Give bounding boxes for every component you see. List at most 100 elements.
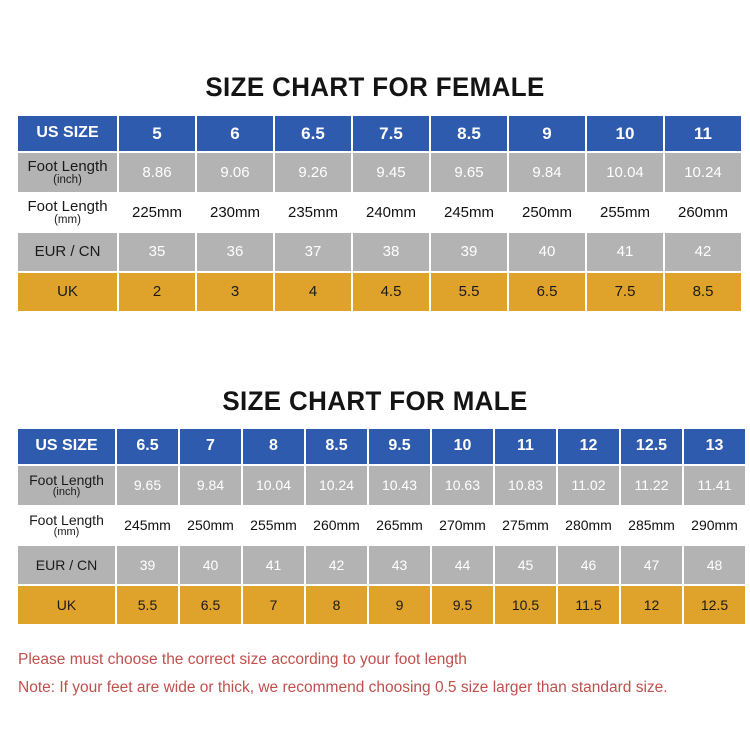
female-uk-cell: 6.5 (509, 273, 585, 311)
male-uk-cell: 9 (369, 586, 430, 624)
female-uk-cell: 4 (275, 273, 351, 311)
female-eur-cell: 37 (275, 233, 351, 271)
male-row-us-size: US SIZE 6.5 7 8 8.5 9.5 10 11 12 12.5 13 (18, 429, 745, 464)
male-row-eur-cn: EUR / CN 39 40 41 42 43 44 45 46 47 48 (18, 546, 745, 584)
male-us-size-cell: 12 (558, 429, 619, 464)
female-us-size-cell: 6 (197, 116, 273, 151)
female-inch-cell: 9.65 (431, 153, 507, 192)
female-eur-cell: 40 (509, 233, 585, 271)
male-label-foot-length-inch: Foot Length (inch) (18, 466, 115, 505)
male-label-inch-sub: (inch) (52, 485, 81, 498)
female-uk-cell: 8.5 (665, 273, 741, 311)
male-inch-cell: 11.41 (684, 466, 745, 505)
female-label-eur-cn: EUR / CN (18, 233, 117, 271)
female-mm-cell: 230mm (197, 194, 273, 231)
male-label-eur-cn: EUR / CN (18, 546, 115, 584)
female-eur-cell: 42 (665, 233, 741, 271)
female-uk-cell: 3 (197, 273, 273, 311)
female-us-size-cell: 5 (119, 116, 195, 151)
male-inch-cell: 10.04 (243, 466, 304, 505)
male-eur-cell: 44 (432, 546, 493, 584)
male-mm-cell: 285mm (621, 507, 682, 544)
male-mm-cell: 270mm (432, 507, 493, 544)
female-uk-cell: 2 (119, 273, 195, 311)
male-mm-cell: 265mm (369, 507, 430, 544)
male-uk-cell: 12 (621, 586, 682, 624)
female-eur-cell: 39 (431, 233, 507, 271)
male-label-inch-main: Foot Length (29, 471, 104, 488)
female-label-foot-length-mm: Foot Length (mm) (18, 194, 117, 231)
female-eur-cell: 36 (197, 233, 273, 271)
female-inch-cell: 9.06 (197, 153, 273, 192)
male-row-foot-length-inch: Foot Length (inch) 9.65 9.84 10.04 10.24 … (18, 466, 745, 505)
male-inch-cell: 11.02 (558, 466, 619, 505)
male-us-size-cell: 10 (432, 429, 493, 464)
male-row-foot-length-mm: Foot Length (mm) 245mm 250mm 255mm 260mm … (18, 507, 745, 544)
male-inch-cell: 9.84 (180, 466, 241, 505)
male-label-uk: UK (18, 586, 115, 624)
female-label-mm-main: Foot Length (27, 198, 108, 216)
note-line-wide-feet: Note: If your feet are wide or thick, we… (18, 679, 668, 696)
male-label-mm-main: Foot Length (29, 511, 104, 528)
male-mm-cell: 250mm (180, 507, 241, 544)
female-us-size-cell: 11 (665, 116, 741, 151)
male-size-table: US SIZE 6.5 7 8 8.5 9.5 10 11 12 12.5 13… (16, 427, 747, 626)
female-mm-cell: 240mm (353, 194, 429, 231)
female-mm-cell: 235mm (275, 194, 351, 231)
male-eur-cell: 46 (558, 546, 619, 584)
female-eur-cell: 41 (587, 233, 663, 271)
male-us-size-cell: 8.5 (306, 429, 367, 464)
male-eur-cell: 47 (621, 546, 682, 584)
female-eur-cell: 35 (119, 233, 195, 271)
male-us-size-cell: 12.5 (621, 429, 682, 464)
female-inch-cell: 10.24 (665, 153, 741, 192)
female-mm-cell: 260mm (665, 194, 741, 231)
female-size-table: US SIZE 5 6 6.5 7.5 8.5 9 10 11 Foot Len… (16, 114, 743, 313)
male-uk-cell: 5.5 (117, 586, 178, 624)
female-row-us-size: US SIZE 5 6 6.5 7.5 8.5 9 10 11 (18, 116, 741, 151)
male-uk-cell: 12.5 (684, 586, 745, 624)
male-mm-cell: 290mm (684, 507, 745, 544)
male-eur-cell: 45 (495, 546, 556, 584)
female-us-size-cell: 10 (587, 116, 663, 151)
female-inch-cell: 9.26 (275, 153, 351, 192)
female-row-foot-length-mm: Foot Length (mm) 225mm 230mm 235mm 240mm … (18, 194, 741, 231)
female-uk-cell: 4.5 (353, 273, 429, 311)
female-label-inch-sub: (inch) (53, 173, 82, 186)
female-inch-cell: 9.45 (353, 153, 429, 192)
male-uk-cell: 11.5 (558, 586, 619, 624)
note-line-choose-correct-size: Please must choose the correct size acco… (18, 651, 467, 668)
male-mm-cell: 275mm (495, 507, 556, 544)
male-uk-cell: 9.5 (432, 586, 493, 624)
male-us-size-cell: 6.5 (117, 429, 178, 464)
female-row-foot-length-inch: Foot Length (inch) 8.86 9.06 9.26 9.45 9.… (18, 153, 741, 192)
male-label-mm-sub: (mm) (53, 525, 80, 538)
female-inch-cell: 9.84 (509, 153, 585, 192)
male-uk-cell: 8 (306, 586, 367, 624)
female-us-size-cell: 7.5 (353, 116, 429, 151)
male-row-uk: UK 5.5 6.5 7 8 9 9.5 10.5 11.5 12 12.5 (18, 586, 745, 624)
male-eur-cell: 42 (306, 546, 367, 584)
female-mm-cell: 255mm (587, 194, 663, 231)
male-eur-cell: 43 (369, 546, 430, 584)
female-chart-title: SIZE CHART FOR FEMALE (205, 72, 545, 102)
male-inch-cell: 10.43 (369, 466, 430, 505)
female-mm-cell: 245mm (431, 194, 507, 231)
male-eur-cell: 39 (117, 546, 178, 584)
female-us-size-cell: 8.5 (431, 116, 507, 151)
male-label-foot-length-mm: Foot Length (mm) (18, 507, 115, 544)
male-inch-cell: 10.83 (495, 466, 556, 505)
male-uk-cell: 10.5 (495, 586, 556, 624)
male-us-size-cell: 13 (684, 429, 745, 464)
female-mm-cell: 225mm (119, 194, 195, 231)
male-eur-cell: 40 (180, 546, 241, 584)
female-row-eur-cn: EUR / CN 35 36 37 38 39 40 41 42 (18, 233, 741, 271)
female-mm-cell: 250mm (509, 194, 585, 231)
male-us-size-cell: 11 (495, 429, 556, 464)
male-mm-cell: 280mm (558, 507, 619, 544)
male-mm-cell: 255mm (243, 507, 304, 544)
male-mm-cell: 260mm (306, 507, 367, 544)
male-inch-cell: 10.24 (306, 466, 367, 505)
female-uk-cell: 5.5 (431, 273, 507, 311)
